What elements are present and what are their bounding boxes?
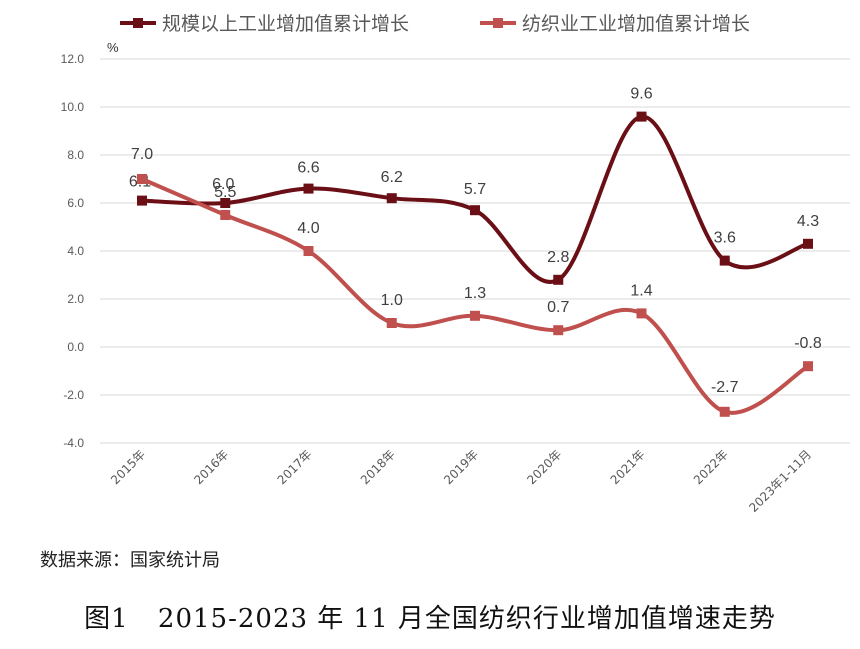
legend-marker (493, 18, 503, 28)
industrial-data-label: 4.3 (797, 213, 819, 230)
industrial-point (137, 195, 147, 206)
industrial-data-label: 6.2 (381, 169, 403, 186)
industrial-data-label: 9.6 (630, 86, 652, 103)
industrial-data-label: 2.8 (547, 249, 569, 266)
legend-label: 纺织业工业增加值累计增长 (522, 13, 750, 35)
x-tick-label: 2022年 (691, 447, 731, 487)
industrial-point (470, 205, 480, 216)
x-tick-label: 2016年 (191, 447, 231, 487)
textile-data-label: -2.7 (711, 379, 739, 396)
series-line-industrial (141, 114, 809, 284)
data-source: 数据来源：国家统计局 (40, 550, 220, 571)
x-tick-label: 2021年 (608, 447, 648, 487)
series-group: 6.16.06.66.25.72.89.63.64.37.05.54.01.01… (129, 86, 822, 417)
industrial-point (636, 111, 647, 122)
textile-data-label: 5.5 (214, 184, 236, 201)
legend-marker (133, 18, 143, 28)
x-tick-label: 2020年 (524, 447, 564, 487)
industrial-point (803, 238, 813, 249)
y-tick-label: 4.0 (67, 244, 84, 258)
x-tick-label: 2018年 (358, 447, 398, 487)
y-axis-ticks: 12.0 10.0 8.0 6.0 4.0 2.0 0.0 -2.0 -4.0 (61, 52, 85, 450)
y-tick-label: 2.0 (67, 292, 84, 306)
figure-title: 2015-2023 年 11 月全国纺织行业增加值增速走势 (157, 604, 776, 634)
y-tick-label: 6.0 (67, 196, 84, 210)
figure-caption: 图1 2015-2023 年 11 月全国纺织行业增加值增速走势 (0, 598, 860, 635)
x-tick-label: 2019年 (441, 447, 481, 487)
textile-point (303, 246, 314, 256)
x-tick-label: 2023年1-11月 (746, 447, 814, 515)
x-tick-label: 2017年 (275, 447, 315, 487)
textile-point (137, 174, 147, 184)
textile-point (386, 318, 397, 328)
industrial-point (553, 274, 564, 285)
industrial-data-label: 6.0 (212, 176, 234, 193)
industrial-point (303, 183, 314, 194)
y-tick-label: 0.0 (67, 340, 84, 354)
textile-point (553, 325, 564, 336)
legend: 规模以上工业增加值累计增长 纺织业工业增加值累计增长 (120, 13, 750, 35)
industrial-data-label: 5.7 (464, 181, 486, 198)
x-tick-label: 2015年 (108, 447, 148, 487)
y-tick-label: 8.0 (67, 148, 84, 162)
textile-point (719, 406, 730, 417)
textile-data-label: 0.7 (547, 299, 569, 316)
line-chart: 规模以上工业增加值累计增长 纺织业工业增加值累计增长 12.0 10.0 8.0 6.0… (61, 13, 850, 515)
textile-data-label: 4.0 (297, 220, 319, 237)
y-tick-label: -4.0 (63, 436, 84, 450)
textile-point (470, 310, 480, 321)
textile-data-label: 7.0 (131, 146, 153, 163)
textile-data-label: 1.4 (630, 282, 652, 299)
textile-data-label: -0.8 (794, 335, 822, 352)
textile-data-label: 1.3 (464, 285, 486, 302)
figure-number: 图1 (84, 604, 129, 634)
y-axis-unit: % (107, 40, 119, 55)
industrial-point (719, 255, 730, 266)
y-tick-label: 10.0 (61, 100, 85, 114)
x-axis-ticks: 2015年 2016年 2017年 2018年 2019年 2020年 2021年 2022年… (108, 447, 814, 515)
y-tick-label: -2.0 (63, 388, 84, 402)
textile-point (220, 210, 231, 220)
y-tick-label: 12.0 (61, 52, 85, 66)
legend-label: 规模以上工业增加值累计增长 (162, 13, 409, 35)
industrial-data-label: 3.6 (714, 230, 736, 247)
industrial-point (386, 193, 397, 204)
textile-point (636, 308, 647, 319)
industrial-data-label: 6.6 (297, 160, 319, 177)
textile-data-label: 1.0 (381, 292, 403, 309)
textile-point (803, 361, 813, 372)
industrial-point (220, 198, 231, 208)
